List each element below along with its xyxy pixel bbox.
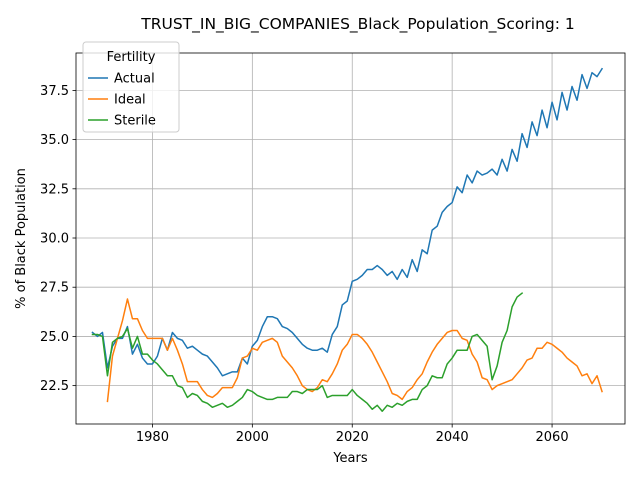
- chart-title: TRUST_IN_BIG_COMPANIES_Black_Population_…: [140, 15, 575, 34]
- y-tick-label: 25.0: [40, 330, 69, 345]
- y-tick-label: 27.5: [40, 281, 69, 296]
- x-tick-label: 2020: [336, 430, 369, 445]
- x-tick-label: 1980: [136, 430, 169, 445]
- y-tick-label: 30.0: [40, 232, 69, 247]
- series-line-ideal: [106, 298, 603, 403]
- series-line-sterile: [91, 292, 524, 412]
- y-tick-label: 32.5: [40, 182, 69, 197]
- legend-box: [82, 41, 180, 133]
- legend: Fertility Actual Ideal Sterile: [82, 41, 180, 133]
- y-tick-label: 37.5: [40, 84, 69, 99]
- x-axis-label: Years: [332, 451, 368, 466]
- x-tick-label: 2000: [236, 430, 269, 445]
- legend-entries: Actual Ideal Sterile: [88, 72, 156, 129]
- y-axis: 22.5 25.0 27.5 30.0 32.5 35.0 37.5: [40, 84, 76, 394]
- legend-label-ideal: Ideal: [114, 93, 146, 108]
- plot-lines: [91, 67, 604, 412]
- x-tick-label: 2060: [536, 430, 569, 445]
- y-tick-label: 22.5: [40, 379, 69, 394]
- x-axis: 1980 2000 2020 2040 2060: [136, 424, 569, 445]
- y-tick-label: 35.0: [40, 133, 69, 148]
- legend-label-sterile: Sterile: [114, 114, 156, 129]
- grid: [76, 53, 625, 424]
- x-tick-label: 2040: [436, 430, 469, 445]
- y-axis-label: % of Black Population: [14, 168, 29, 309]
- axes-frame: [75, 52, 626, 425]
- legend-title: Fertility: [107, 50, 156, 65]
- legend-label-actual: Actual: [114, 72, 155, 87]
- series-line-actual: [91, 67, 604, 377]
